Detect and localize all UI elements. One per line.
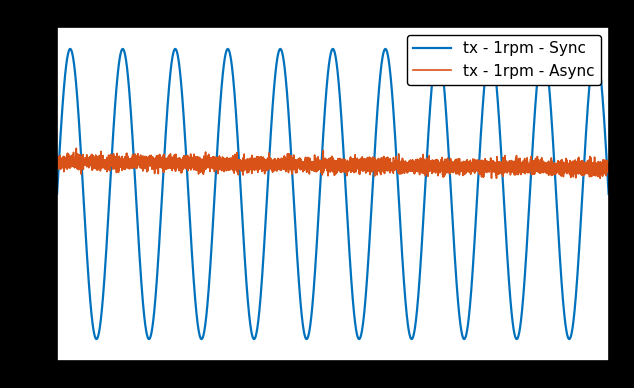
tx - 1rpm - Async xyxy=(301,160,308,165)
tx - 1rpm - Async xyxy=(600,163,608,167)
tx - 1rpm - Sync xyxy=(594,54,602,59)
tx - 1rpm - Sync xyxy=(119,47,127,51)
tx - 1rpm - Async xyxy=(53,158,61,163)
tx - 1rpm - Sync xyxy=(116,54,124,59)
Line: tx - 1rpm - Async: tx - 1rpm - Async xyxy=(57,148,609,178)
Line: tx - 1rpm - Sync: tx - 1rpm - Sync xyxy=(57,49,609,339)
tx - 1rpm - Sync xyxy=(149,321,157,326)
tx - 1rpm - Async xyxy=(187,160,195,165)
tx - 1rpm - Sync xyxy=(250,337,258,341)
tx - 1rpm - Async xyxy=(605,170,612,175)
tx - 1rpm - Async xyxy=(597,176,604,181)
tx - 1rpm - Async xyxy=(261,158,269,162)
tx - 1rpm - Async xyxy=(184,154,192,158)
tx - 1rpm - Sync xyxy=(265,161,273,166)
tx - 1rpm - Sync xyxy=(535,65,543,69)
tx - 1rpm - Sync xyxy=(289,181,297,186)
tx - 1rpm - Sync xyxy=(53,192,61,196)
tx - 1rpm - Sync xyxy=(605,192,612,196)
tx - 1rpm - Async xyxy=(72,146,80,151)
tx - 1rpm - Async xyxy=(181,163,189,167)
Legend: tx - 1rpm - Sync, tx - 1rpm - Async: tx - 1rpm - Sync, tx - 1rpm - Async xyxy=(407,35,601,85)
